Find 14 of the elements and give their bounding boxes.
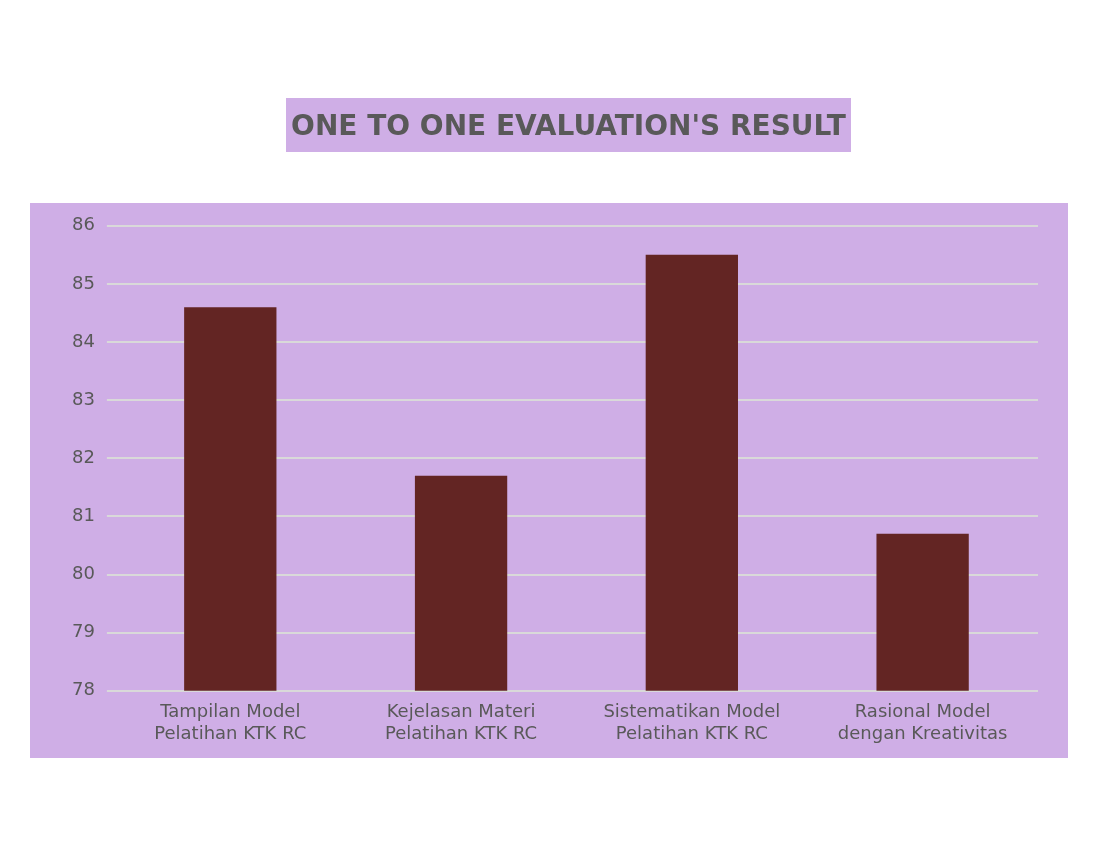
- x-tick-label: Tampilan Model Pelatihan KTK RC: [154, 700, 307, 743]
- y-tick-label: 79: [72, 620, 95, 642]
- chart-title: ONE TO ONE EVALUATION'S RESULT: [286, 98, 851, 152]
- y-tick-label: 81: [72, 504, 95, 526]
- y-tick-label: 83: [72, 387, 95, 409]
- y-tick-label: 85: [72, 271, 95, 293]
- y-tick-label: 82: [72, 445, 95, 467]
- y-tick-label: 78: [72, 678, 95, 700]
- y-tick-label: 86: [72, 213, 95, 235]
- x-tick-label: Rasional Model dengan Kreativitas: [837, 700, 1008, 743]
- y-tick-label: 80: [72, 562, 95, 584]
- x-tick-label: Kejelasan Materi Pelatihan KTK RC: [385, 700, 538, 743]
- x-tick-label: Sistematikan Model Pelatihan KTK RC: [603, 700, 781, 743]
- y-tick-label: 84: [72, 329, 95, 351]
